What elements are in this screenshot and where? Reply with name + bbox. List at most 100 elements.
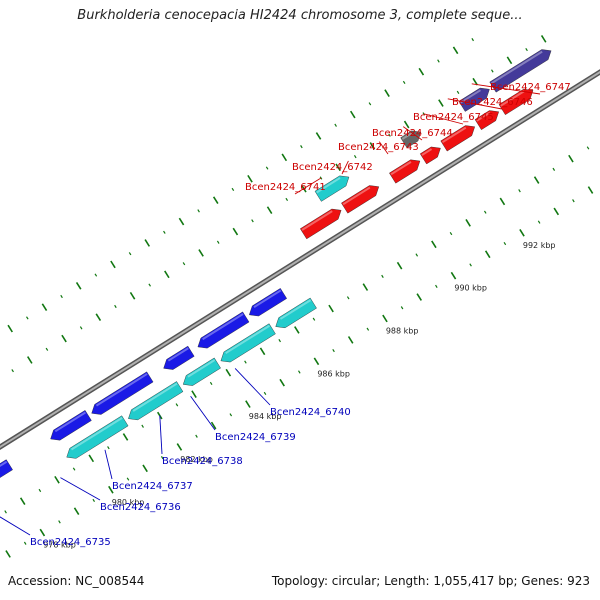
label-leader-line [447, 98, 503, 110]
label-leader-line [471, 83, 541, 95]
accession-text: Accession: NC_008544 [8, 574, 145, 588]
tick-mark [285, 197, 289, 202]
reverse-gene-arrow [182, 357, 221, 386]
tick-mark [353, 155, 357, 159]
tick-mark [537, 220, 541, 224]
scale-label: 978 kbp [43, 541, 76, 550]
forward-gene-arrow [300, 208, 342, 240]
gene-highlight [253, 289, 282, 308]
tick-mark [5, 550, 11, 558]
tick-mark [216, 240, 220, 244]
tick-mark [54, 475, 60, 484]
tick-mark [7, 324, 13, 333]
tick-mark [175, 403, 179, 407]
tick-mark [449, 231, 453, 236]
tick-mark [435, 284, 438, 288]
tick-mark [4, 510, 7, 514]
tick-mark [126, 477, 130, 481]
tick-mark [229, 413, 233, 417]
tick-mark [281, 153, 288, 162]
tick-mark [88, 454, 95, 463]
gene-highlight [225, 324, 271, 355]
gene-labels: 978 kbp 980 kbp 982 kbp 984 kbp 986 kbp 988 k… [0, 82, 571, 550]
tick-mark [73, 507, 80, 515]
forward-gene-arrow [389, 159, 421, 184]
tick-mark [568, 154, 574, 163]
label-leader-line [0, 516, 31, 536]
tick-mark [45, 347, 49, 351]
tick-mark [61, 334, 67, 343]
tick-marks [4, 35, 594, 558]
tick-mark [210, 421, 217, 430]
tick-mark [431, 240, 437, 249]
forward-gene-arrow [440, 125, 476, 152]
tick-mark [279, 378, 285, 387]
tick-mark [525, 47, 528, 52]
gene-highlight [187, 359, 216, 378]
reverse-gene-arrow [275, 297, 317, 329]
label-leader-line [294, 177, 322, 195]
tick-mark [335, 163, 341, 172]
tick-mark [195, 434, 198, 438]
gene-highlight [70, 416, 123, 451]
tick-mark [519, 229, 525, 237]
label-leader-line [159, 415, 163, 455]
forward-gene-arrow [419, 146, 441, 165]
forward-gene-arrow [498, 88, 534, 115]
gene-highlight [132, 382, 178, 412]
gene-highlight [279, 299, 312, 320]
reverse-gene-arrow [0, 459, 13, 478]
tick-mark [72, 467, 76, 471]
tick-mark [552, 167, 556, 171]
reverse-gene-arrow [220, 323, 276, 363]
gene-highlight [301, 210, 333, 231]
tick-mark [163, 230, 166, 234]
scale-label: 988 kbp [386, 327, 419, 336]
tick-mark [312, 317, 316, 321]
tick-mark [259, 347, 266, 356]
tick-mark [107, 446, 110, 450]
tick-mark [388, 133, 391, 137]
reverse-gene-arrow [249, 288, 287, 317]
label-leader-line [423, 113, 464, 125]
gene-label-forward: Bcen2424_6742 [292, 162, 373, 173]
tick-mark [503, 241, 507, 246]
gene-highlight [490, 50, 543, 85]
tick-mark [212, 196, 219, 204]
scale-label: 992 kbp [523, 241, 556, 250]
tick-mark [472, 77, 478, 86]
gene-highlight [54, 411, 86, 433]
gene-highlight [316, 177, 341, 194]
tick-mark [334, 123, 337, 127]
tick-mark [540, 35, 547, 43]
tick-mark [297, 370, 301, 374]
gene-label-reverse: Bcen2424_6739 [215, 432, 296, 443]
tick-mark [182, 262, 186, 266]
tick-mark [416, 293, 423, 301]
tick-mark [265, 166, 269, 170]
scale-label: 982 kbp [180, 455, 213, 464]
tick-mark [129, 291, 136, 300]
gene-highlight [441, 126, 467, 144]
gene-label-forward: Bcen2424_6745 [413, 112, 494, 123]
tick-mark [39, 528, 46, 537]
tick-mark [400, 306, 404, 310]
label-leader-line [234, 368, 271, 406]
tick-mark [245, 400, 251, 408]
tick-mark [349, 110, 356, 119]
label-leader-line [402, 126, 423, 141]
tick-mark [415, 253, 419, 257]
tick-mark [332, 349, 335, 353]
tick-mark [384, 89, 390, 97]
tick-mark [315, 132, 322, 140]
tick-mark [79, 326, 83, 330]
reverse-gene-arrow [128, 381, 184, 421]
tick-mark [465, 219, 471, 227]
gene-label-forward: Bcen2424_6743 [338, 142, 419, 153]
scale-label: 986 kbp [317, 369, 350, 378]
gene-highlight [401, 132, 413, 140]
tick-mark [114, 304, 117, 309]
gene-highlight [476, 111, 491, 122]
